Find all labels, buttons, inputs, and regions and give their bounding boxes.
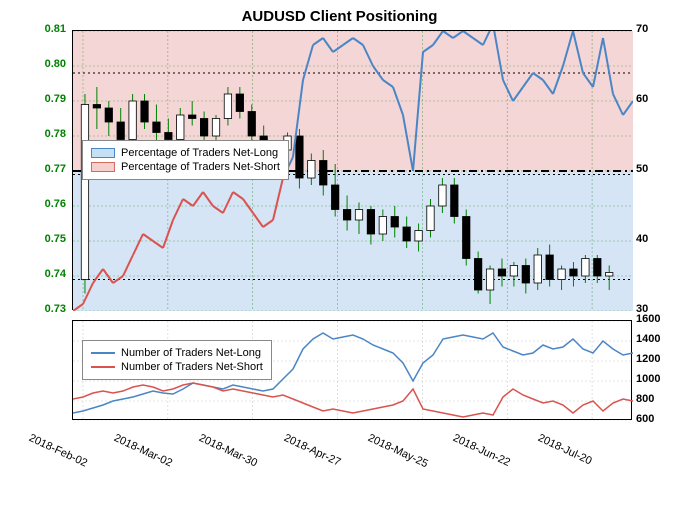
x-tick: 2018-Jun-22 (451, 432, 512, 469)
y-left-tick: 0.76 (6, 198, 66, 210)
y-left-tick: 0.78 (6, 128, 66, 140)
y-right-sub-tick: 600 (636, 413, 676, 425)
legend-item-netlong-n: Number of Traders Net-Long (91, 347, 263, 359)
y-right-tick: 50 (636, 163, 676, 175)
legend-label: Number of Traders Net-Long (121, 347, 261, 359)
y-left-tick: 0.77 (6, 163, 66, 175)
legend-item-netshort-n: Number of Traders Net-Short (91, 361, 263, 373)
legend-label: Number of Traders Net-Short (121, 361, 263, 373)
legend-item-netshort-pct: Percentage of Traders Net-Short (91, 161, 280, 173)
y-left-tick: 0.79 (6, 93, 66, 105)
legend-main: Percentage of Traders Net-Long Percentag… (82, 140, 289, 180)
y-left-tick: 0.75 (6, 233, 66, 245)
x-tick: 2018-Jul-20 (536, 432, 594, 467)
y-left-tick: 0.80 (6, 58, 66, 70)
y-right-sub-tick: 1400 (636, 333, 676, 345)
x-tick: 2018-Apr-27 (281, 432, 341, 469)
y-right-tick: 70 (636, 23, 676, 35)
legend-line-long (91, 352, 115, 354)
legend-item-netlong-pct: Percentage of Traders Net-Long (91, 147, 280, 159)
y-right-tick: 60 (636, 93, 676, 105)
y-right-tick: 40 (636, 233, 676, 245)
y-right-sub-tick: 1600 (636, 313, 676, 325)
y-right-sub-tick: 1000 (636, 373, 676, 385)
y-left-tick: 0.74 (6, 268, 66, 280)
y-left-tick: 0.73 (6, 303, 66, 315)
legend-line-short (91, 366, 115, 368)
legend-label: Percentage of Traders Net-Long (121, 147, 278, 159)
x-tick: 2018-Feb-02 (27, 432, 89, 470)
x-tick: 2018-May-25 (366, 432, 430, 470)
chart-container: AUDUSD Client Positioning 0.73 0.74 0.75 0.… (0, 0, 679, 510)
x-tick: 2018-Mar-30 (197, 432, 259, 469)
chart-title: AUDUSD Client Positioning (0, 8, 679, 25)
y-right-sub-tick: 800 (636, 393, 676, 405)
legend-swatch-long (91, 148, 115, 158)
legend-sub: Number of Traders Net-Long Number of Tra… (82, 340, 272, 380)
y-left-tick: 0.81 (6, 23, 66, 35)
legend-swatch-short (91, 162, 115, 172)
y-right-sub-tick: 1200 (636, 353, 676, 365)
legend-label: Percentage of Traders Net-Short (121, 161, 280, 173)
x-tick: 2018-Mar-02 (112, 432, 174, 469)
